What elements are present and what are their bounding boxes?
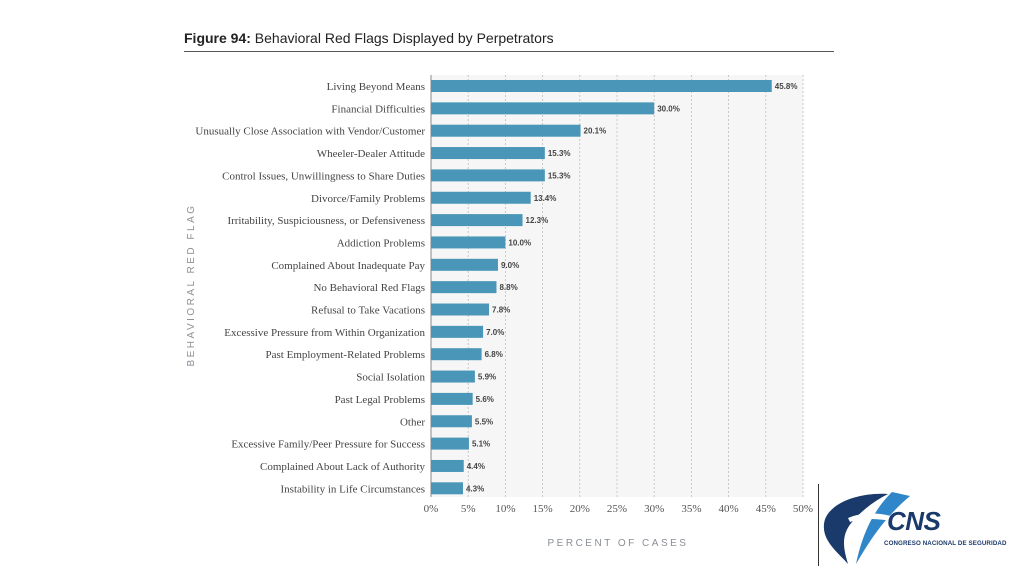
- category-label: Control Issues, Unwillingness to Share D…: [222, 170, 425, 182]
- cns-logo-icon: [823, 492, 910, 564]
- category-label: Complained About Inadequate Pay: [271, 260, 425, 272]
- x-tick-label: 35%: [681, 503, 701, 515]
- category-label: Refusal to Take Vacations: [311, 305, 425, 317]
- figure-title: Figure 94: Behavioral Red Flags Displaye…: [184, 30, 834, 46]
- value-label: 10.0%: [508, 238, 531, 247]
- x-tick-label: 15%: [533, 503, 553, 515]
- value-label: 5.6%: [476, 395, 494, 404]
- bar: [431, 281, 497, 294]
- bar: [431, 348, 482, 361]
- value-label: 12.3%: [526, 216, 549, 225]
- bar: [431, 191, 531, 204]
- bar: [431, 124, 581, 137]
- category-label: Irritability, Suspiciousness, or Defensi…: [227, 215, 425, 227]
- value-label: 8.8%: [499, 283, 517, 292]
- category-label: Past Employment-Related Problems: [266, 349, 425, 361]
- category-label: Instability in Life Circumstances: [281, 483, 426, 495]
- bar: [431, 80, 772, 92]
- x-tick-label: 25%: [607, 503, 627, 515]
- bar: [431, 236, 506, 249]
- bar: [431, 147, 545, 160]
- x-tick-label: 50%: [793, 503, 813, 515]
- bar: [431, 102, 655, 115]
- bar: [431, 303, 490, 316]
- bar: [431, 325, 484, 338]
- value-label: 7.8%: [492, 306, 510, 315]
- value-label: 4.3%: [466, 484, 484, 493]
- x-tick-label: 5%: [461, 503, 476, 515]
- x-tick-label: 10%: [495, 503, 515, 515]
- logo-subtitle: CONGRESO NACIONAL DE SEGURIDAD: [884, 540, 1007, 547]
- value-label: 20.1%: [584, 127, 607, 136]
- x-tick-label: 20%: [570, 503, 590, 515]
- x-tick-label: 0%: [424, 503, 439, 515]
- logo-name: CNS: [887, 506, 941, 536]
- value-label: 5.9%: [478, 373, 496, 382]
- bar: [431, 459, 464, 472]
- value-label: 13.4%: [534, 194, 557, 203]
- value-label: 4.4%: [467, 462, 485, 471]
- bar: [431, 392, 473, 405]
- category-label: Addiction Problems: [337, 237, 425, 249]
- value-label: 6.8%: [485, 350, 503, 359]
- figure-title-text: Behavioral Red Flags Displayed by Perpet…: [254, 30, 554, 46]
- category-label: Financial Difficulties: [331, 103, 425, 115]
- value-label: 5.1%: [472, 440, 490, 449]
- value-label: 15.3%: [548, 149, 571, 158]
- category-label: Wheeler-Dealer Attitude: [317, 148, 425, 160]
- bar: [431, 437, 469, 450]
- category-label: Other: [400, 416, 425, 428]
- bar: [431, 214, 523, 227]
- category-label: Complained About Lack of Authority: [260, 461, 425, 473]
- figure-number: Figure 94:: [184, 30, 251, 46]
- category-label: No Behavioral Red Flags: [313, 282, 425, 294]
- x-tick-label: 45%: [756, 503, 776, 515]
- title-rule: [184, 51, 834, 52]
- bar: [431, 370, 475, 383]
- category-label: Excessive Pressure from Within Organizat…: [224, 327, 425, 339]
- category-label: Social Isolation: [356, 372, 425, 384]
- category-label: Unusually Close Association with Vendor/…: [195, 126, 425, 138]
- bar: [431, 482, 463, 495]
- x-tick-label: 30%: [644, 503, 664, 515]
- bar: [431, 258, 498, 271]
- value-label: 15.3%: [548, 171, 571, 180]
- category-label: Excessive Family/Peer Pressure for Succe…: [231, 439, 425, 451]
- logo-divider: [818, 484, 819, 566]
- value-label: 30.0%: [657, 104, 680, 113]
- category-label: Living Beyond Means: [327, 81, 425, 93]
- category-label: Past Legal Problems: [335, 394, 425, 406]
- value-label: 45.8%: [775, 82, 798, 91]
- bar: [431, 169, 545, 182]
- value-label: 5.5%: [475, 417, 493, 426]
- category-label: Divorce/Family Problems: [311, 193, 425, 205]
- value-label: 7.0%: [486, 328, 504, 337]
- x-tick-label: 40%: [719, 503, 739, 515]
- x-axis-title: PERCENT OF CASES: [548, 538, 689, 549]
- y-axis-title: BEHAVIORAL RED FLAG: [186, 203, 197, 366]
- value-label: 9.0%: [501, 261, 519, 270]
- bar: [431, 415, 472, 428]
